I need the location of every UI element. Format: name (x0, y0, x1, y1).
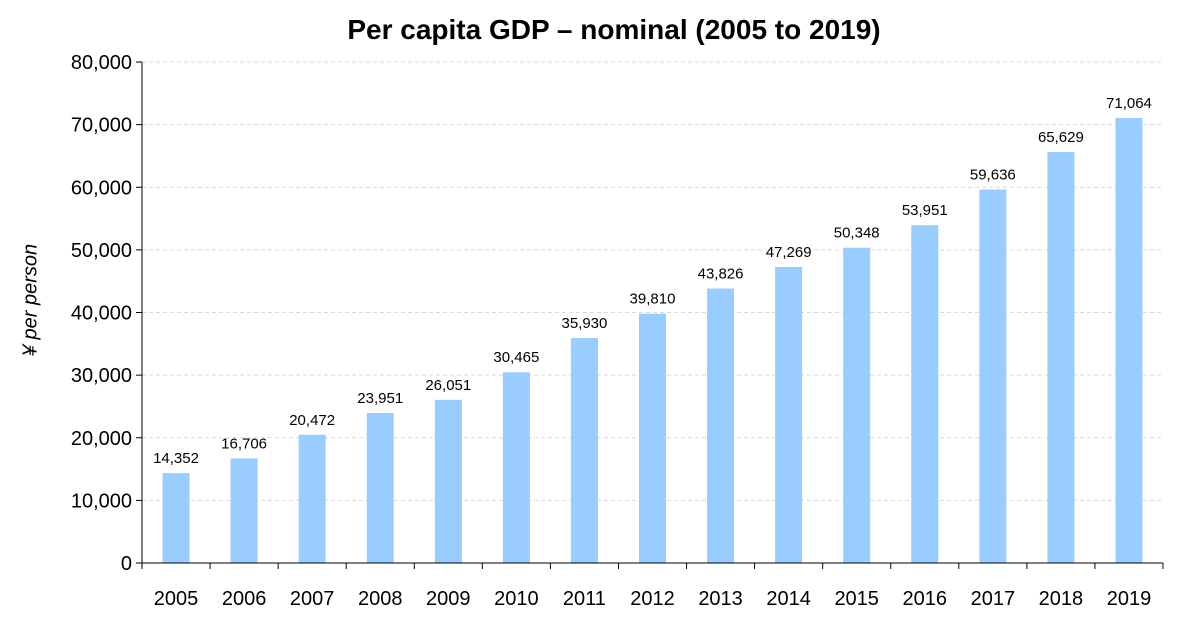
x-tick-label: 2012 (630, 588, 675, 610)
bars (162, 117, 1143, 564)
chart-title: Per capita GDP – nominal (2005 to 2019) (347, 14, 881, 45)
bar-value-label: 47,269 (766, 244, 812, 261)
y-tick-label: 20,000 (71, 428, 132, 450)
bar-2009 (434, 399, 462, 563)
bar-value-label: 53,951 (902, 202, 948, 219)
bar-value-label: 23,951 (357, 390, 403, 407)
y-tick-label: 30,000 (71, 365, 132, 387)
x-tick-label: 2019 (1107, 588, 1152, 610)
x-tick-label: 2009 (426, 588, 471, 610)
bar-value-label: 26,051 (425, 377, 471, 394)
x-tick-label: 2006 (222, 588, 267, 610)
bar-value-label: 71,064 (1106, 95, 1152, 112)
bar-2010 (502, 372, 530, 563)
bar-value-label: 59,636 (970, 167, 1016, 184)
y-tick-label: 50,000 (71, 240, 132, 262)
x-tick-label: 2011 (563, 588, 606, 610)
bar-2019 (1115, 117, 1143, 563)
bar-2018 (1047, 151, 1075, 563)
x-tick-label: 2005 (154, 588, 199, 610)
bar-2007 (298, 434, 326, 563)
axes (136, 61, 1164, 569)
x-tick-label: 2018 (1039, 588, 1084, 610)
bar-2014 (775, 266, 803, 563)
bar-value-label: 35,930 (561, 315, 607, 332)
labels: 0 10,000 20,000 30,000 40,000 50,000 60,000 70,… (71, 52, 1152, 610)
y-tick-label: 70,000 (71, 115, 132, 137)
x-tick-label: 2016 (903, 588, 948, 610)
y-tick-label: 10,000 (71, 490, 132, 512)
bar-2013 (707, 288, 735, 563)
y-tick-label: 0 (121, 553, 132, 575)
bar-value-label: 14,352 (153, 450, 199, 467)
x-tick-label: 2017 (971, 588, 1016, 610)
bar-2017 (979, 189, 1007, 564)
bar-value-label: 50,348 (834, 225, 880, 242)
x-tick-label: 2013 (698, 588, 743, 610)
bar-2006 (230, 458, 258, 563)
x-tick-label: 2010 (494, 588, 539, 610)
bar-value-label: 43,826 (698, 266, 744, 283)
bar-value-label: 65,629 (1038, 129, 1084, 146)
bar-value-label: 20,472 (289, 412, 335, 429)
x-tick-label: 2007 (290, 588, 335, 610)
bar-value-label: 30,465 (493, 349, 539, 366)
y-tick-label: 40,000 (71, 303, 132, 325)
bar-2016 (911, 225, 939, 563)
x-tick-label: 2008 (358, 588, 403, 610)
bar-2005 (162, 473, 190, 563)
x-tick-label: 2014 (766, 588, 811, 610)
bar-value-label: 39,810 (630, 291, 676, 308)
bar-2008 (366, 413, 394, 563)
bar-2015 (843, 247, 871, 563)
x-tick-label: 2015 (834, 588, 879, 610)
y-tick-label: 80,000 (71, 52, 132, 74)
bar-2011 (570, 337, 598, 563)
bar-2012 (639, 313, 666, 563)
bar-value-label: 16,706 (221, 435, 267, 452)
y-tick-label: 60,000 (71, 177, 132, 199)
